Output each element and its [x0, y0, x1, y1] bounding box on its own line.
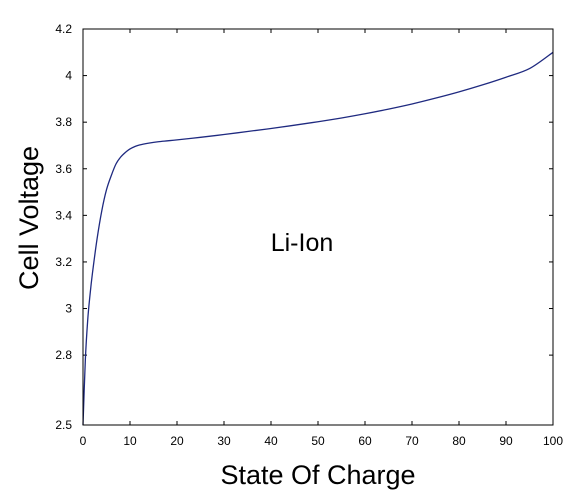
chart-annotation: Li-Ion [271, 229, 334, 257]
x-tick-label: 20 [170, 434, 184, 448]
y-tick-label: 2.8 [55, 348, 72, 362]
y-tick-label: 3 [65, 302, 72, 316]
x-tick-label: 80 [452, 434, 466, 448]
series-line-li-ion [82, 51, 554, 426]
plot-area-frame [82, 28, 554, 426]
x-tick-label: 40 [264, 434, 278, 448]
y-tick-label: 4.2 [55, 22, 72, 36]
tick-group [82, 28, 554, 426]
y-tick-label: 2.5 [55, 418, 72, 432]
x-tick-label: 30 [217, 434, 231, 448]
x-tick-label: 60 [358, 434, 372, 448]
y-tick-label: 3.8 [55, 115, 72, 129]
y-axis-title: Cell Voltage [14, 146, 44, 290]
x-tick-label: 70 [405, 434, 419, 448]
y-tick-label: 4 [65, 69, 72, 83]
y-tick-label: 3.2 [55, 255, 72, 269]
x-tick-label: 100 [543, 434, 563, 448]
x-tick-labels: 0 10 20 30 40 50 60 70 80 90 100 [80, 434, 564, 448]
y-tick-label: 3.6 [55, 162, 72, 176]
x-tick-label: 50 [311, 434, 325, 448]
y-tick-labels: 2.5 2.8 3 3.2 3.4 3.6 3.8 4 4.2 [55, 22, 72, 432]
x-tick-label: 10 [123, 434, 137, 448]
x-tick-label: 90 [499, 434, 513, 448]
x-tick-label: 0 [80, 434, 87, 448]
x-axis-title: State Of Charge [220, 460, 415, 490]
y-tick-label: 3.4 [55, 208, 72, 222]
